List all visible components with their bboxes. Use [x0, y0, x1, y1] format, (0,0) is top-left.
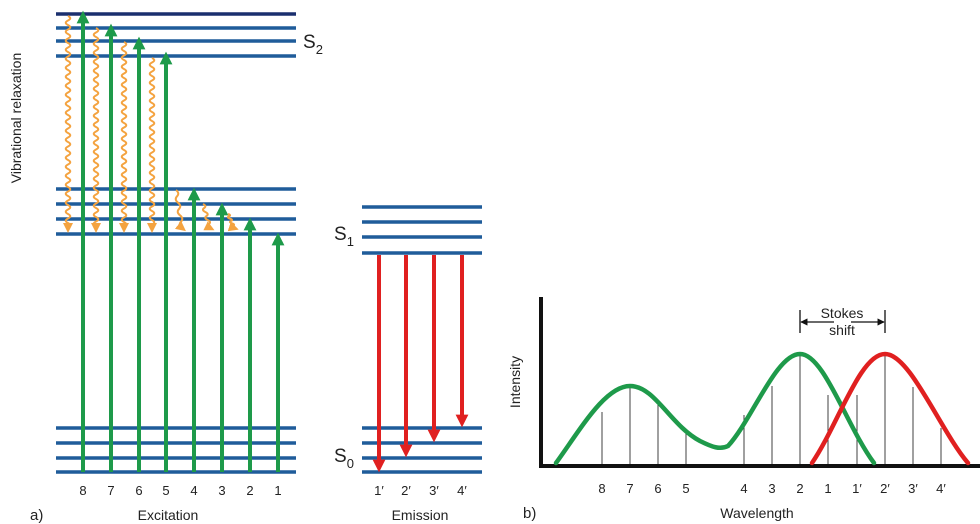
s2-levels — [56, 12, 296, 58]
tick-label: 1′ — [852, 481, 862, 496]
stokes-label-line1: Stokes — [821, 305, 864, 321]
excitation-spectrum-curve — [553, 351, 877, 466]
excitation-label: Excitation — [138, 507, 199, 523]
relaxation-arrow — [91, 27, 101, 233]
emission-number: 3′ — [429, 483, 439, 498]
s0-label: S0 — [334, 446, 354, 471]
excitation-number: 5 — [162, 483, 169, 498]
relaxation-arrow — [119, 41, 129, 233]
excitation-numbers: 8 7 6 5 4 3 2 1 — [79, 483, 281, 498]
excitation-number: 8 — [79, 483, 86, 498]
excitation-number: 2 — [246, 483, 253, 498]
excitation-number: 6 — [135, 483, 142, 498]
relaxation-arrow — [174, 189, 186, 232]
emission-label: Emission — [392, 507, 449, 523]
s1-levels-emission — [362, 205, 482, 255]
spectrum-dropline-group — [601, 354, 942, 466]
relaxation-arrows — [63, 15, 239, 233]
wavelength-label: Wavelength — [720, 505, 793, 521]
emission-number: 1′ — [374, 483, 384, 498]
spectrum-tick-labels: 8 7 6 5 4 3 2 1 1′ 2′ 3′ 4′ — [598, 481, 946, 496]
tick-label: 1 — [824, 481, 831, 496]
tick-label: 4 — [740, 481, 747, 496]
tick-label: 4′ — [936, 481, 946, 496]
panel-a-letter: a) — [30, 507, 43, 524]
relaxation-arrow — [147, 57, 157, 233]
relaxation-arrow — [201, 203, 215, 231]
intensity-label: Intensity — [507, 356, 523, 408]
s0-levels-emission — [362, 426, 482, 474]
tick-label: 5 — [682, 481, 689, 496]
tick-label: 7 — [626, 481, 633, 496]
s1-label: S1 — [334, 224, 354, 249]
stokes-label-line2: shift — [829, 322, 855, 338]
s0-levels-excitation — [56, 426, 296, 474]
tick-label: 8 — [598, 481, 605, 496]
emission-numbers: 1′ 2′ 3′ 4′ — [374, 483, 467, 498]
excitation-number: 1 — [274, 483, 281, 498]
excitation-number: 7 — [107, 483, 114, 498]
emission-number: 2′ — [401, 483, 411, 498]
s1-levels-excitation — [56, 187, 296, 236]
emission-arrows — [372, 255, 469, 473]
stokes-shift-marker: Stokes shift — [799, 305, 886, 338]
relaxation-arrow — [63, 15, 73, 233]
s2-label: S2 — [303, 32, 323, 57]
tick-label: 3 — [768, 481, 775, 496]
excitation-number: 3 — [218, 483, 225, 498]
tick-label: 3′ — [908, 481, 918, 496]
panel-b-letter: b) — [523, 505, 536, 522]
vibrational-relaxation-label: Vibrational relaxation — [8, 53, 24, 184]
excitation-number: 4 — [190, 483, 197, 498]
relaxation-arrow — [226, 213, 239, 232]
spectrum-axes — [539, 297, 980, 468]
tick-label: 2′ — [880, 481, 890, 496]
tick-label: 2 — [796, 481, 803, 496]
excitation-arrows — [76, 10, 285, 472]
emission-spectrum-curve — [809, 351, 971, 466]
emission-number: 4′ — [457, 483, 467, 498]
tick-label: 6 — [654, 481, 661, 496]
